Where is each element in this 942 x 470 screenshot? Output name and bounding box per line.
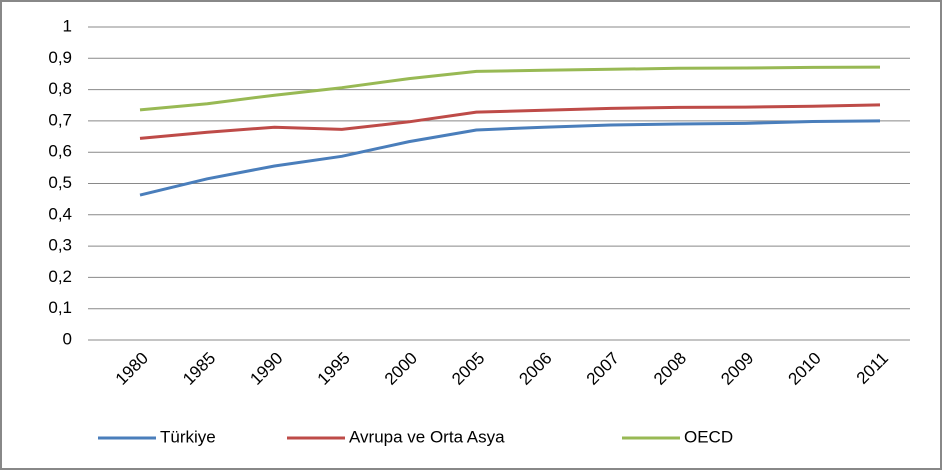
legend-label: Türkiye [160,427,216,446]
y-tick-label: 0,6 [48,142,72,161]
y-tick-label: 0,5 [48,173,72,192]
y-tick-label: 0,1 [48,298,72,317]
y-tick-label: 0,2 [48,267,72,286]
legend-label: Avrupa ve Orta Asya [349,427,505,446]
series-line [139,65,881,112]
y-tick-label: 0,8 [48,79,72,98]
y-tick-label: 0,3 [48,236,72,255]
y-tick-label: 0,9 [48,48,72,67]
y-tick-label: 0,4 [48,204,72,223]
y-tick-label: 1 [63,16,72,35]
y-tick-label: 0,7 [48,110,72,129]
series-line [139,119,881,197]
series-line [139,103,881,140]
y-tick-label: 0 [63,329,72,348]
legend-label: OECD [684,427,733,446]
